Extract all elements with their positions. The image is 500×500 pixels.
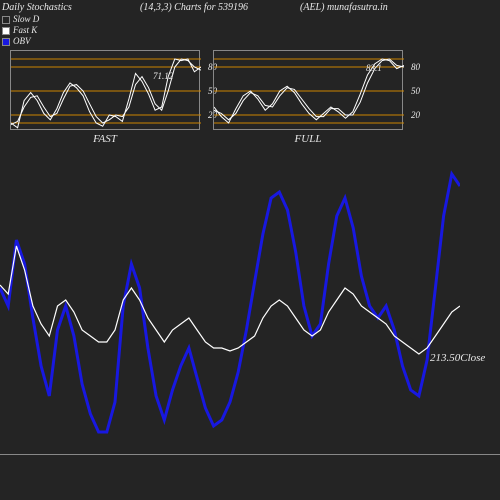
legend-swatch-icon [2, 16, 10, 24]
ytick-label: 20 [411, 110, 420, 120]
header-title_left: Daily Stochastics [2, 2, 72, 13]
legend: Slow DFast KOBV [2, 14, 39, 47]
legend-swatch-icon [2, 27, 10, 35]
legend-item: Slow D [2, 14, 39, 25]
ytick-label: 50 [411, 86, 420, 96]
header: Daily Stochastics (14,3,3) Charts for 539… [0, 0, 500, 14]
panel-label: FULL [295, 133, 322, 145]
panel-value: 71.12 [153, 71, 173, 81]
legend-label: Fast K [13, 25, 37, 36]
header-title_right: (AEL) munafasutra.in [300, 2, 388, 13]
header-title_center: (14,3,3) Charts for 539196 [140, 2, 248, 13]
close-line [0, 246, 460, 354]
main-chart [0, 150, 460, 450]
panel-value: 83.1 [366, 63, 382, 73]
legend-label: OBV [13, 36, 31, 47]
legend-label: Slow D [13, 14, 39, 25]
obv-line [0, 174, 460, 432]
ytick-label: 80 [411, 62, 420, 72]
panel-label: FAST [93, 133, 117, 145]
legend-swatch-icon [2, 38, 10, 46]
close-value-label: 213.50Close [430, 352, 485, 364]
stochastic-panel-fast: 20508071.12FAST [10, 50, 200, 130]
panel-chart [11, 51, 201, 131]
legend-item: OBV [2, 36, 39, 47]
legend-item: Fast K [2, 25, 39, 36]
main-chart-svg [0, 150, 460, 450]
baseline [0, 454, 500, 455]
stochastic-panel-full: 20508083.1FULL [213, 50, 403, 130]
